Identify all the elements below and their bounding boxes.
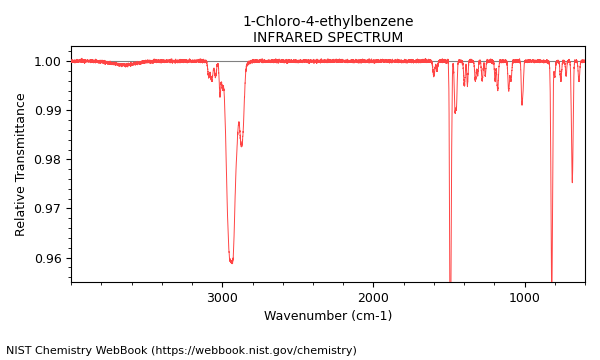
Y-axis label: Relative Transmittance: Relative Transmittance xyxy=(15,93,28,236)
X-axis label: Wavenumber (cm-1): Wavenumber (cm-1) xyxy=(264,310,392,323)
Title: 1-Chloro-4-ethylbenzene
INFRARED SPECTRUM: 1-Chloro-4-ethylbenzene INFRARED SPECTRU… xyxy=(242,15,414,45)
Text: NIST Chemistry WebBook (https://webbook.nist.gov/chemistry): NIST Chemistry WebBook (https://webbook.… xyxy=(6,346,357,356)
